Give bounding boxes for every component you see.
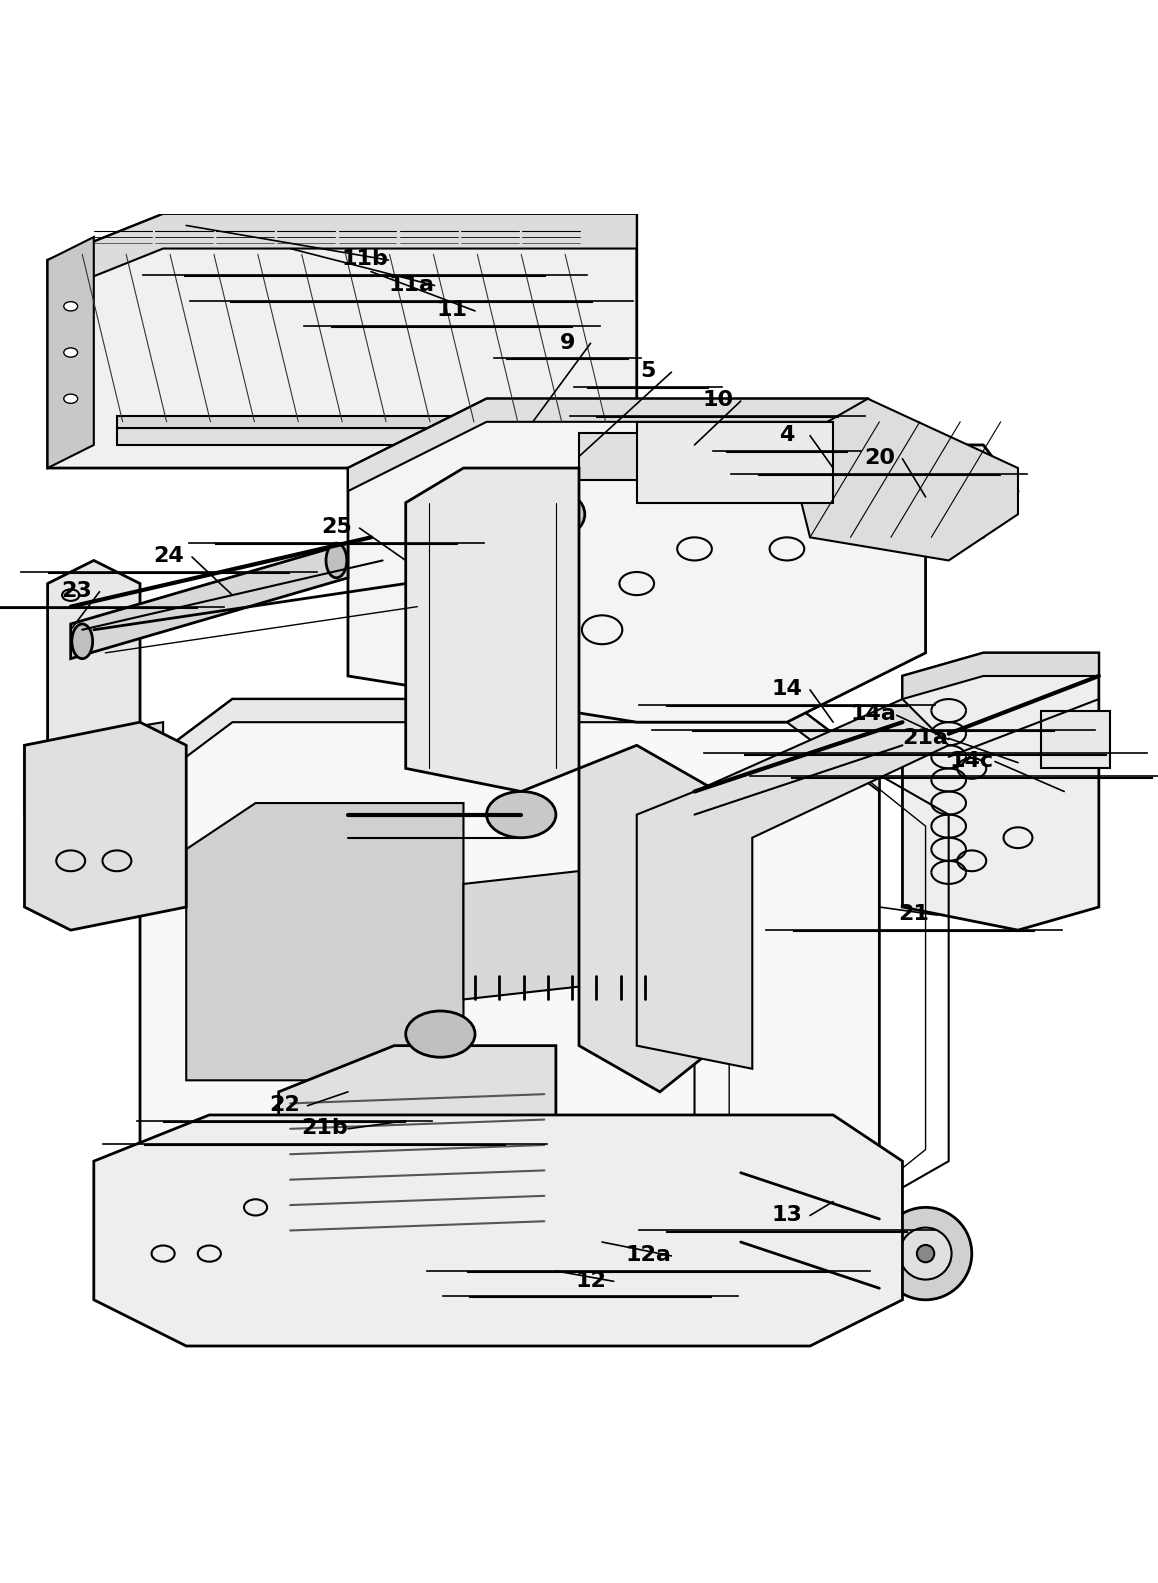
- Text: 21: 21: [899, 904, 930, 924]
- Polygon shape: [637, 700, 948, 1069]
- Text: 10: 10: [702, 391, 733, 410]
- Text: 21a: 21a: [902, 728, 948, 747]
- Text: 11b: 11b: [342, 250, 389, 269]
- Text: 25: 25: [321, 518, 352, 537]
- Polygon shape: [279, 1046, 556, 1300]
- Ellipse shape: [764, 1162, 856, 1254]
- Polygon shape: [637, 421, 833, 503]
- Polygon shape: [140, 700, 879, 792]
- Polygon shape: [463, 861, 672, 999]
- Bar: [117, 416, 602, 427]
- Ellipse shape: [64, 302, 78, 310]
- Ellipse shape: [64, 394, 78, 404]
- Text: 4: 4: [779, 424, 794, 445]
- Ellipse shape: [917, 1244, 935, 1262]
- Ellipse shape: [405, 1012, 475, 1057]
- Polygon shape: [24, 722, 186, 931]
- Text: 5: 5: [640, 361, 655, 382]
- Text: 11a: 11a: [388, 275, 434, 294]
- Polygon shape: [902, 652, 1099, 931]
- Text: 12a: 12a: [625, 1246, 672, 1265]
- Bar: [1041, 711, 1111, 768]
- Polygon shape: [47, 237, 94, 469]
- Polygon shape: [521, 421, 637, 491]
- Polygon shape: [787, 399, 1018, 560]
- Ellipse shape: [741, 1138, 879, 1277]
- Polygon shape: [394, 1208, 741, 1300]
- Text: 11: 11: [437, 301, 468, 320]
- Ellipse shape: [327, 543, 346, 578]
- Polygon shape: [347, 399, 925, 722]
- Polygon shape: [186, 803, 463, 1080]
- Ellipse shape: [64, 348, 78, 358]
- Polygon shape: [347, 399, 925, 491]
- Polygon shape: [71, 543, 347, 659]
- Text: 14a: 14a: [851, 704, 896, 725]
- Text: 22: 22: [269, 1095, 300, 1114]
- Ellipse shape: [533, 1230, 602, 1277]
- Polygon shape: [579, 746, 718, 1092]
- Ellipse shape: [527, 491, 585, 537]
- Ellipse shape: [486, 792, 556, 837]
- Text: 24: 24: [154, 546, 184, 567]
- Bar: [117, 427, 602, 445]
- Text: 13: 13: [771, 1205, 802, 1225]
- Text: 12: 12: [576, 1271, 606, 1290]
- Polygon shape: [833, 469, 925, 537]
- Polygon shape: [94, 1114, 902, 1346]
- Text: 20: 20: [864, 448, 895, 469]
- Polygon shape: [833, 445, 1018, 537]
- Text: 14c: 14c: [950, 750, 994, 771]
- Ellipse shape: [796, 1194, 824, 1222]
- Ellipse shape: [72, 624, 93, 659]
- Polygon shape: [140, 700, 879, 1300]
- Ellipse shape: [879, 1208, 972, 1300]
- Polygon shape: [405, 469, 579, 792]
- Polygon shape: [47, 214, 637, 469]
- Polygon shape: [902, 652, 1099, 700]
- Ellipse shape: [900, 1227, 952, 1279]
- Polygon shape: [24, 722, 163, 815]
- Text: 14: 14: [771, 679, 802, 700]
- Text: 21b: 21b: [301, 1118, 349, 1138]
- Text: 9: 9: [559, 332, 576, 353]
- Polygon shape: [47, 214, 637, 294]
- Polygon shape: [47, 560, 140, 792]
- Bar: [579, 434, 648, 480]
- Text: 23: 23: [61, 581, 91, 602]
